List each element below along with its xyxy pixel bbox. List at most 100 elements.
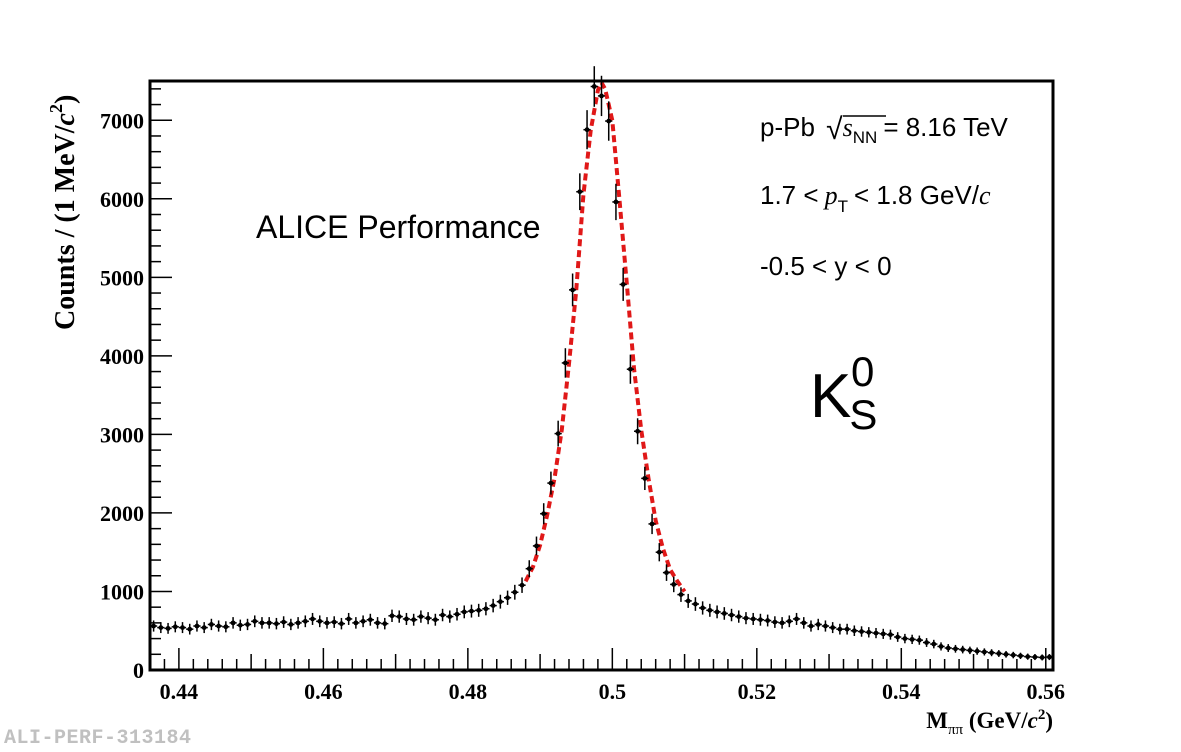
data-point bbox=[605, 101, 613, 141]
marker bbox=[1039, 655, 1045, 660]
marker bbox=[888, 632, 893, 638]
marker bbox=[743, 615, 749, 621]
data-point bbox=[186, 623, 194, 635]
x-tick-label: 0.48 bbox=[449, 679, 488, 704]
marker bbox=[707, 607, 713, 613]
data-point bbox=[684, 593, 692, 608]
marker bbox=[945, 645, 951, 651]
marker bbox=[873, 630, 879, 636]
marker bbox=[555, 431, 561, 437]
data-point bbox=[251, 615, 259, 628]
marker bbox=[714, 609, 720, 615]
marker bbox=[274, 621, 279, 627]
marker bbox=[223, 624, 229, 630]
marker bbox=[201, 625, 207, 630]
data-point bbox=[749, 612, 757, 625]
y-tick-label: 4000 bbox=[100, 344, 144, 369]
marker bbox=[209, 622, 214, 627]
data-point bbox=[901, 633, 909, 644]
marker bbox=[266, 620, 272, 626]
marker bbox=[295, 620, 301, 626]
data-point bbox=[178, 622, 187, 634]
marker bbox=[418, 614, 424, 619]
marker bbox=[505, 595, 510, 601]
marker bbox=[685, 598, 691, 604]
marker bbox=[411, 617, 417, 623]
marker bbox=[758, 617, 763, 623]
marker bbox=[469, 608, 474, 614]
data-point bbox=[619, 267, 627, 301]
marker bbox=[765, 618, 771, 623]
marker bbox=[584, 127, 590, 133]
data-point bbox=[1024, 653, 1032, 660]
data-point bbox=[280, 616, 288, 628]
marker bbox=[859, 629, 864, 634]
y-tick-label: 1000 bbox=[100, 579, 144, 604]
marker bbox=[317, 618, 323, 624]
data-point bbox=[475, 603, 483, 617]
data-point bbox=[944, 644, 952, 652]
data-point bbox=[677, 587, 685, 602]
fit-curve bbox=[523, 78, 687, 593]
marker bbox=[960, 647, 966, 652]
marker bbox=[245, 622, 250, 627]
marker bbox=[252, 618, 258, 624]
data-point bbox=[323, 617, 331, 629]
data-point bbox=[381, 617, 389, 630]
y-tick-label: 6000 bbox=[100, 187, 144, 212]
collision-system-label: p-Pb √sNN = 8.16 TeV bbox=[760, 112, 1009, 147]
data-point bbox=[843, 623, 851, 635]
data-point bbox=[489, 598, 497, 613]
x-axis-ticks bbox=[149, 648, 1047, 670]
data-point bbox=[294, 617, 302, 629]
data-point bbox=[576, 173, 584, 211]
marker bbox=[432, 617, 438, 623]
data-point bbox=[171, 621, 179, 633]
marker bbox=[158, 625, 164, 630]
marker bbox=[404, 616, 409, 622]
y-axis-title: Counts / (1 MeV/c2) bbox=[46, 95, 81, 330]
data-point bbox=[301, 615, 309, 628]
data-point bbox=[525, 560, 533, 578]
marker bbox=[570, 287, 576, 293]
data-point bbox=[836, 623, 844, 635]
data-point bbox=[540, 503, 548, 525]
y-axis-ticks bbox=[150, 88, 172, 671]
data-point bbox=[157, 622, 165, 634]
data-point bbox=[922, 638, 931, 647]
data-point bbox=[431, 613, 439, 626]
marker bbox=[627, 366, 633, 372]
marker bbox=[526, 566, 532, 572]
data-point bbox=[222, 621, 230, 633]
marker bbox=[801, 620, 807, 626]
marker bbox=[931, 641, 937, 647]
marker bbox=[346, 616, 352, 622]
marker bbox=[981, 649, 987, 655]
marker bbox=[996, 651, 1002, 656]
marker bbox=[974, 648, 980, 654]
marker bbox=[216, 623, 222, 629]
marker bbox=[729, 612, 734, 618]
data-point bbox=[865, 627, 873, 638]
data-point bbox=[417, 610, 425, 623]
data-point bbox=[894, 632, 902, 642]
data-point bbox=[785, 615, 793, 628]
marker bbox=[830, 625, 836, 630]
data-point bbox=[330, 616, 338, 628]
data-point bbox=[850, 625, 858, 637]
marker bbox=[577, 189, 583, 195]
data-point bbox=[995, 650, 1003, 657]
marker bbox=[591, 84, 597, 89]
marker bbox=[353, 620, 359, 626]
marker bbox=[447, 614, 453, 619]
marker bbox=[534, 543, 539, 549]
data-point bbox=[569, 273, 577, 307]
data-point bbox=[236, 619, 244, 631]
data-point bbox=[829, 622, 837, 634]
marker bbox=[671, 581, 677, 587]
marker bbox=[281, 619, 287, 625]
marker bbox=[425, 615, 431, 621]
marker bbox=[664, 570, 669, 576]
data-point bbox=[193, 620, 201, 632]
marker bbox=[750, 616, 756, 622]
